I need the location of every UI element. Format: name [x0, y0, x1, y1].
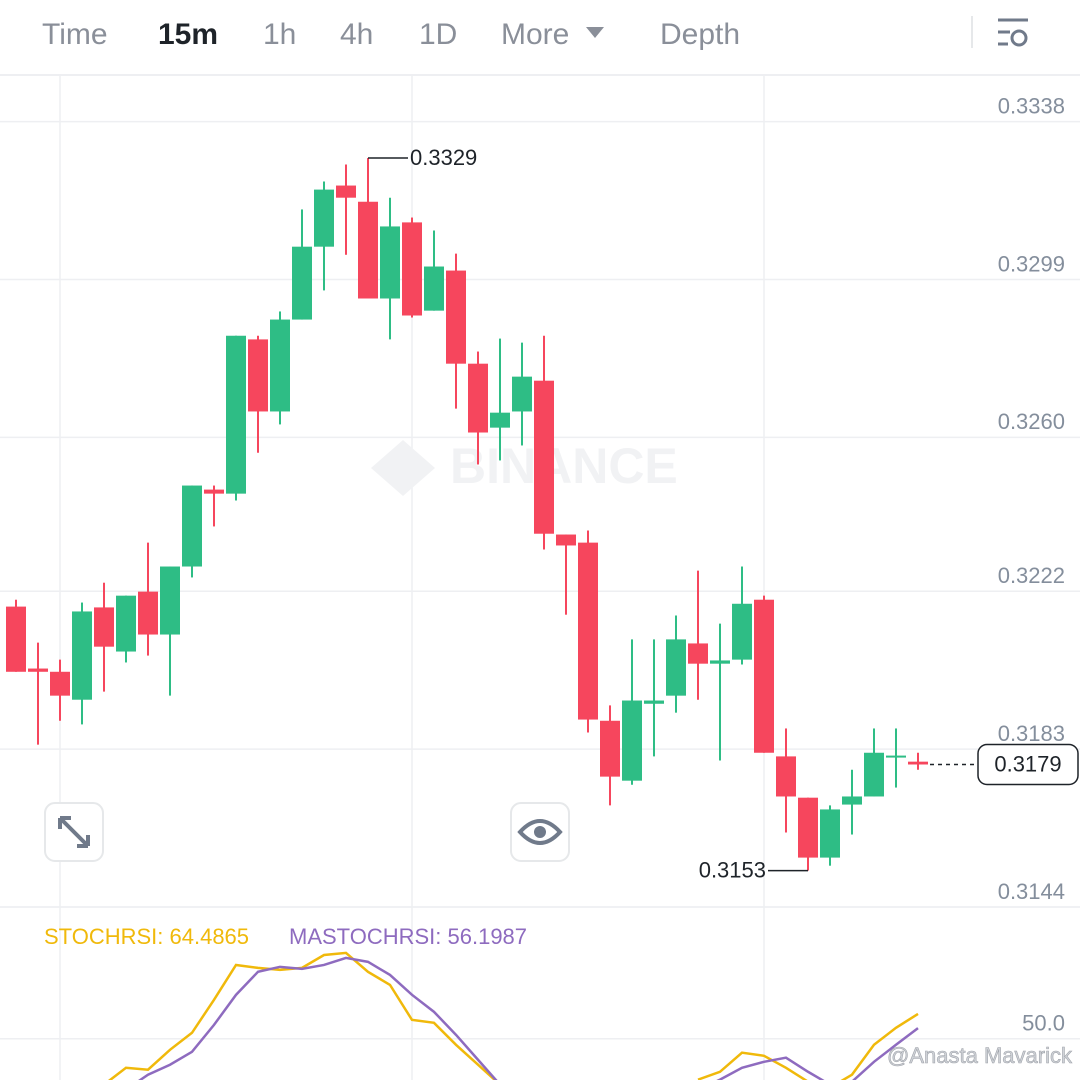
- candle-body: [908, 761, 928, 765]
- candle-body: [226, 335, 246, 494]
- candle-body: [424, 266, 444, 311]
- candle-body: [556, 534, 576, 546]
- indicator-line: [138, 956, 919, 1080]
- tab[interactable]: Depth: [660, 18, 740, 51]
- candle-body: [732, 603, 752, 660]
- candle-body: [776, 756, 796, 797]
- high-label: 0.3329: [410, 145, 477, 170]
- candle-body: [116, 595, 136, 652]
- candle-body: [138, 591, 158, 635]
- tab[interactable]: 15m: [158, 18, 218, 51]
- last-price-box: [977, 743, 1079, 786]
- candle-body: [72, 611, 92, 700]
- candle-body: [798, 797, 818, 858]
- candle-body: [688, 643, 708, 664]
- candle-body: [512, 376, 532, 412]
- candle-body: [28, 668, 48, 672]
- tab[interactable]: 1D: [419, 18, 457, 51]
- candle-body: [534, 380, 554, 534]
- tab[interactable]: 1h: [263, 18, 296, 51]
- candle-body: [666, 639, 686, 696]
- candle-body: [6, 606, 26, 672]
- tab[interactable]: Time: [42, 18, 108, 51]
- last-price-label: 0.3179: [994, 751, 1061, 776]
- candle-body: [490, 412, 510, 428]
- watermark: BINANCE: [450, 438, 678, 494]
- candle-body: [842, 796, 862, 805]
- candle-body: [820, 809, 840, 858]
- y-tick-label: 0.3144: [998, 879, 1065, 904]
- settings-icon[interactable]: [998, 18, 1028, 47]
- indicator-chart: 50.0 STOCHRSI: 64.4865 MASTOCHRSI: 56.1987: [0, 924, 1080, 1080]
- candle-body: [600, 720, 620, 777]
- indicator-line: [108, 951, 919, 1080]
- legend-entry: STOCHRSI: 64.4865: [44, 924, 249, 949]
- y-tick-label: 0.3299: [998, 251, 1065, 276]
- candle-body: [710, 660, 730, 664]
- y-tick-label: 0.3260: [998, 409, 1065, 434]
- tab[interactable]: More: [501, 18, 569, 51]
- candle-body: [402, 222, 422, 316]
- y-tick-label: 50.0: [1022, 1011, 1065, 1036]
- legend-entry: MASTOCHRSI: 56.1987: [289, 924, 527, 949]
- candle-body: [270, 319, 290, 412]
- candle-body: [204, 489, 224, 494]
- candle-body: [578, 542, 598, 720]
- credit: @Anasta Mavarick: [887, 1043, 1073, 1068]
- candle-body: [358, 201, 378, 299]
- candle-body: [292, 246, 312, 320]
- watermark-logo: [371, 440, 435, 496]
- expand-button[interactable]: [44, 802, 104, 862]
- y-tick-label: 0.3338: [998, 93, 1065, 118]
- visibility-button[interactable]: [510, 802, 570, 862]
- candle-body: [314, 189, 334, 247]
- candle-body: [380, 226, 400, 299]
- low-label: 0.3153: [699, 857, 766, 882]
- candle-body: [248, 339, 268, 412]
- candle-body: [160, 566, 180, 635]
- tab[interactable]: 4h: [340, 18, 373, 51]
- candle-body: [754, 599, 774, 753]
- candle-body: [864, 752, 884, 797]
- dropdown-caret: [586, 27, 604, 38]
- y-tick-label: 0.3222: [998, 563, 1065, 588]
- candle-body: [468, 363, 488, 433]
- candle-body: [644, 700, 664, 704]
- y-tick-label: 0.3183: [998, 721, 1065, 746]
- candle-body: [886, 755, 906, 758]
- candlestick-chart: 0.3144 0.3183 0.3222 0.3260 0.3299 0.3338 0.33…: [0, 93, 1080, 908]
- candle-body: [50, 671, 70, 696]
- candle-body: [622, 700, 642, 781]
- candle-body: [336, 185, 356, 198]
- candle-body: [182, 485, 202, 567]
- candle-body: [94, 607, 114, 647]
- toolbar: Time 15m 1h 4h 1D More Depth: [42, 18, 740, 51]
- candle-body: [446, 270, 466, 364]
